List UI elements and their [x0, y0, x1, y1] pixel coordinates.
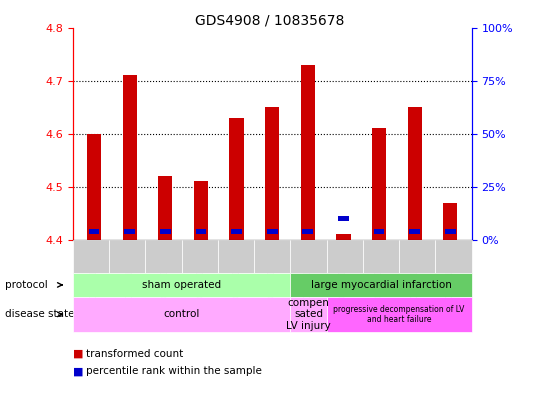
Text: GDS4908 / 10835678: GDS4908 / 10835678: [195, 14, 344, 28]
Text: ■: ■: [73, 366, 83, 376]
Text: ■: ■: [73, 349, 83, 359]
Text: disease state: disease state: [5, 309, 75, 320]
Bar: [336, 234, 350, 240]
Bar: [87, 134, 101, 240]
Bar: [407, 107, 422, 240]
Bar: [231, 229, 242, 233]
Text: progressive decompensation of LV
and heart failure: progressive decompensation of LV and hea…: [334, 305, 465, 324]
Bar: [445, 229, 455, 233]
Text: percentile rank within the sample: percentile rank within the sample: [86, 366, 262, 376]
Bar: [409, 229, 420, 233]
Bar: [302, 229, 313, 233]
Bar: [89, 229, 100, 233]
Text: transformed count: transformed count: [86, 349, 183, 359]
Text: large myocardial infarction: large myocardial infarction: [310, 280, 452, 290]
Text: sham operated: sham operated: [142, 280, 221, 290]
Bar: [230, 118, 244, 240]
Bar: [123, 75, 137, 240]
Bar: [194, 181, 208, 240]
Text: protocol: protocol: [5, 280, 48, 290]
Bar: [265, 107, 279, 240]
Bar: [125, 229, 135, 233]
Bar: [160, 229, 171, 233]
Bar: [338, 216, 349, 221]
Text: compen
sated
LV injury: compen sated LV injury: [286, 298, 331, 331]
Bar: [267, 229, 278, 233]
Bar: [301, 64, 315, 240]
Bar: [158, 176, 172, 240]
Bar: [372, 128, 386, 240]
Bar: [374, 229, 384, 233]
Bar: [443, 202, 458, 240]
Bar: [196, 229, 206, 233]
Text: control: control: [163, 309, 200, 320]
